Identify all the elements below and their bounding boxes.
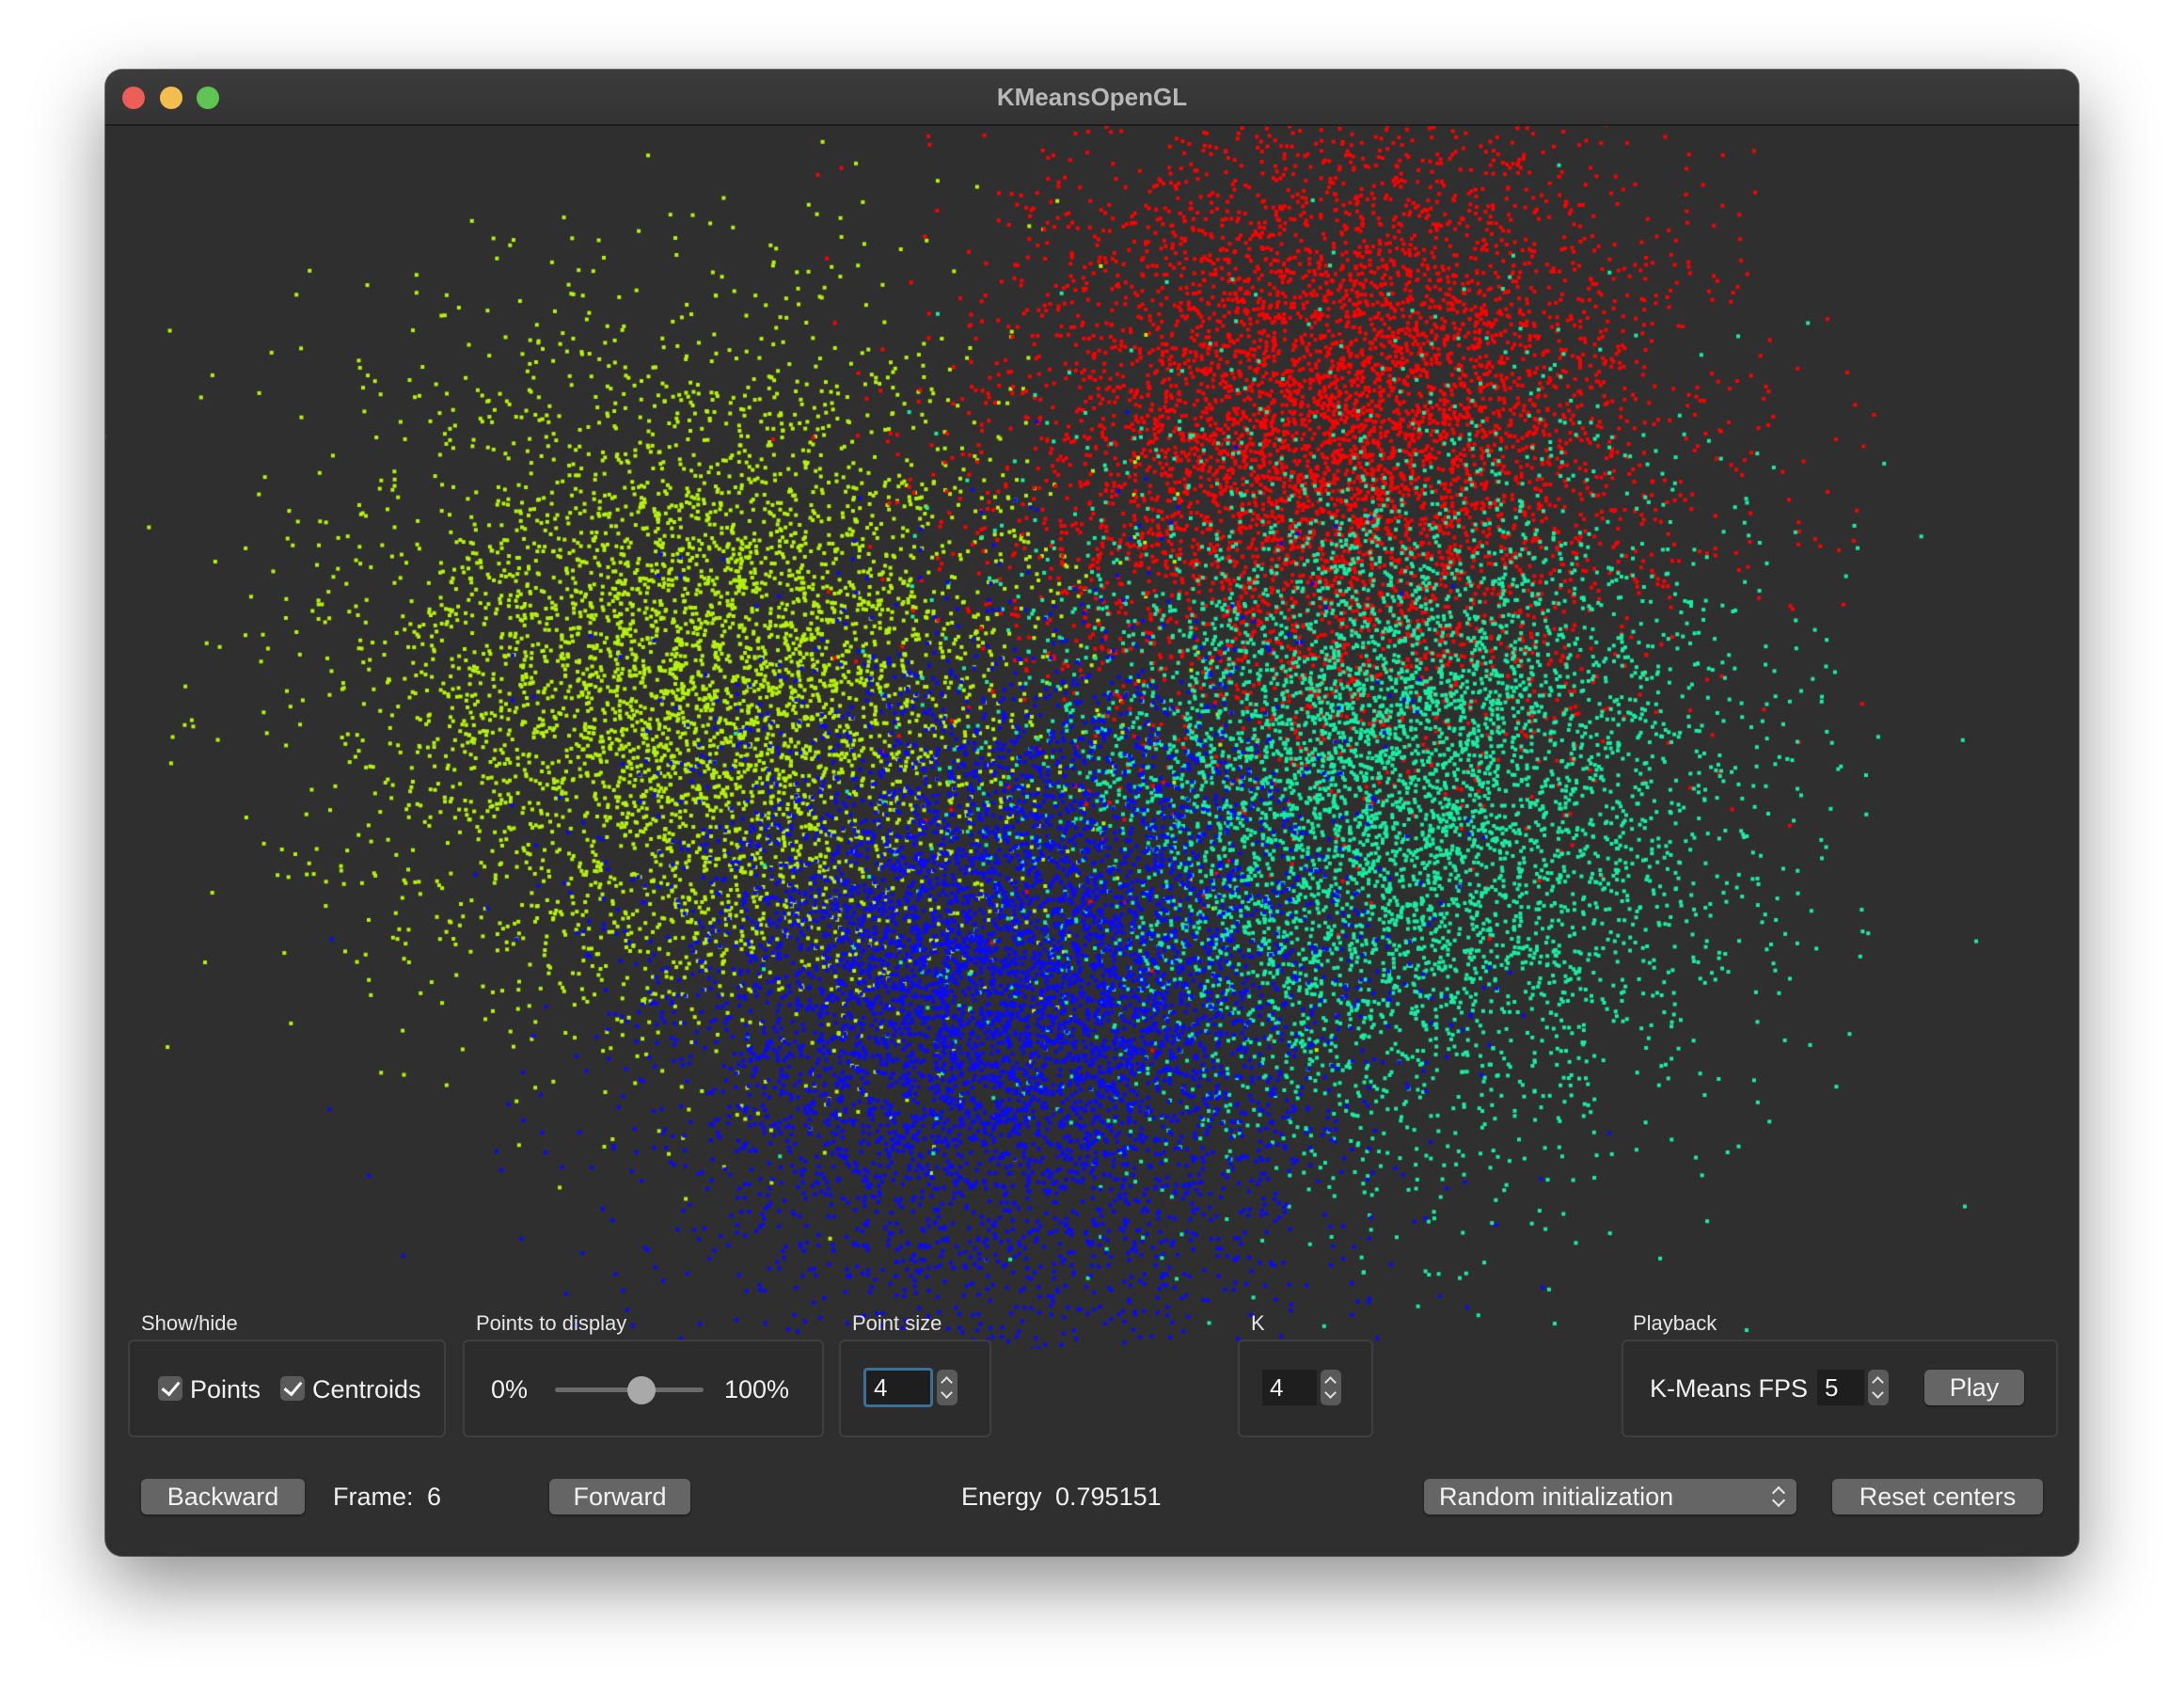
k-stepper[interactable] <box>1321 1370 1341 1405</box>
window-title: KMeansOpenGL <box>996 83 1188 111</box>
initialization-select[interactable]: Random initialization <box>1424 1479 1796 1515</box>
playback-group: K-Means FPS 5 Play <box>1622 1340 2058 1437</box>
energy-label: Energy <box>961 1483 1042 1511</box>
playback-group-label: Playback <box>1633 1311 1717 1335</box>
backward-button[interactable]: Backward <box>141 1479 305 1515</box>
play-button[interactable]: Play <box>1924 1370 2024 1405</box>
title-bar: KMeansOpenGL <box>105 70 2079 126</box>
showhide-group: Points Centroids <box>128 1340 446 1437</box>
frame-label: Frame: <box>333 1483 414 1511</box>
point-size-input[interactable]: 4 <box>863 1368 933 1407</box>
app-window: KMeansOpenGL Show/hide Points Centroids … <box>105 70 2079 1556</box>
energy-value: 0.795151 <box>1055 1483 1162 1511</box>
points-display-group-label: Points to display <box>476 1311 627 1335</box>
point-size-group: 4 <box>839 1340 991 1437</box>
maximize-window-button[interactable] <box>197 87 219 109</box>
points-display-group: 0% 100% <box>463 1340 824 1437</box>
fps-stepper[interactable] <box>1868 1370 1889 1405</box>
slider-min-label: 0% <box>491 1375 529 1404</box>
select-arrows-icon <box>1772 1484 1785 1509</box>
initialization-select-value: Random initialization <box>1439 1483 1674 1511</box>
minimize-window-button[interactable] <box>160 87 182 109</box>
forward-button[interactable]: Forward <box>549 1479 690 1515</box>
slider-max-label: 100% <box>724 1375 790 1404</box>
centroids-checkbox[interactable] <box>280 1376 305 1401</box>
point-size-stepper[interactable] <box>937 1370 957 1405</box>
point-size-group-label: Point size <box>852 1311 942 1335</box>
showhide-group-label: Show/hide <box>141 1311 238 1335</box>
k-group: 4 <box>1238 1340 1373 1437</box>
points-checkbox-label[interactable]: Points <box>190 1375 261 1404</box>
fps-label: K-Means FPS <box>1650 1374 1809 1403</box>
fps-input[interactable]: 5 <box>1817 1370 1864 1405</box>
kmeans-plot-canvas[interactable] <box>105 126 2079 1349</box>
centroids-checkbox-label[interactable]: Centroids <box>312 1375 421 1404</box>
k-group-label: K <box>1251 1311 1265 1335</box>
reset-centers-button[interactable]: Reset centers <box>1832 1479 2043 1515</box>
frame-value: 6 <box>427 1483 442 1511</box>
points-display-slider-knob[interactable] <box>626 1376 656 1404</box>
k-input[interactable]: 4 <box>1262 1370 1317 1405</box>
points-checkbox[interactable] <box>158 1376 182 1401</box>
close-window-button[interactable] <box>122 87 145 109</box>
